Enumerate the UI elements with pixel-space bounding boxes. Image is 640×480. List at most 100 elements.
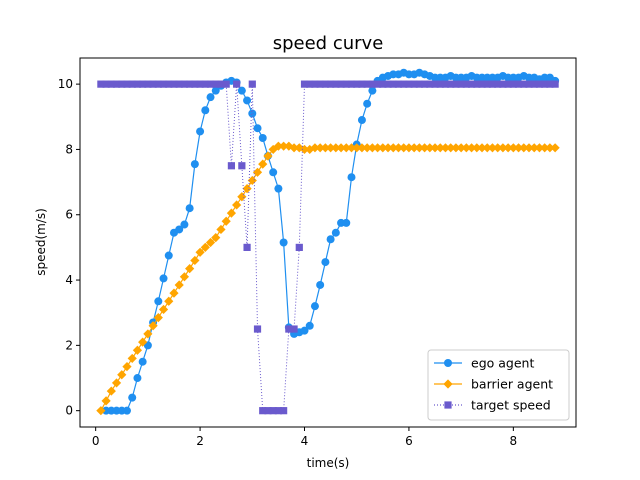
data-point [253, 325, 262, 333]
data-point [494, 80, 502, 88]
data-point [405, 80, 413, 88]
data-point [290, 325, 298, 333]
data-point [101, 396, 111, 406]
data-point [332, 80, 340, 88]
chart-title: speed curve [273, 33, 384, 54]
data-point [514, 80, 523, 88]
y-axis: 0 2 4 6 8 10 [58, 77, 80, 418]
data-point [295, 243, 303, 251]
data-point [347, 173, 356, 182]
data-point [326, 235, 335, 244]
data-point [310, 302, 319, 311]
series-target-speed [97, 80, 559, 415]
x-tick-label: 8 [510, 434, 518, 448]
data-point [180, 80, 189, 88]
data-point [159, 80, 168, 88]
data-point [342, 80, 350, 88]
data-point [311, 80, 319, 88]
data-point [508, 143, 518, 153]
data-point [316, 280, 325, 289]
data-point [258, 159, 268, 169]
data-point [394, 80, 403, 88]
y-tick-label: 4 [65, 273, 73, 287]
legend-label: barrier agent [471, 377, 553, 392]
data-point [400, 80, 408, 88]
data-point [263, 151, 273, 161]
series-barrier-agent [96, 141, 560, 416]
x-axis-label: time(s) [307, 456, 350, 470]
data-point [232, 200, 242, 210]
data-point [509, 80, 517, 88]
data-point [206, 93, 215, 102]
data-point [112, 80, 121, 88]
data-point [164, 251, 173, 260]
data-point [153, 313, 163, 323]
data-point [280, 407, 288, 415]
data-point [196, 127, 205, 136]
data-point [248, 109, 257, 118]
data-point [237, 86, 246, 95]
data-point [435, 143, 445, 153]
data-point [520, 80, 528, 88]
data-point [179, 272, 190, 282]
data-point [373, 143, 383, 153]
data-point [456, 143, 466, 153]
data-point [122, 406, 131, 415]
data-point [175, 80, 183, 88]
data-point [279, 238, 288, 247]
data-point [305, 321, 314, 330]
data-point [419, 143, 430, 153]
data-point [269, 168, 278, 177]
data-point [248, 80, 256, 88]
data-point [169, 288, 179, 298]
data-point [504, 80, 512, 88]
data-point [482, 143, 492, 153]
data-point [195, 247, 205, 257]
data-point [545, 143, 555, 153]
legend-item: target speed [434, 398, 551, 413]
data-point [132, 345, 143, 355]
legend-label: target speed [471, 398, 551, 413]
data-point [327, 80, 335, 88]
data-point [367, 143, 377, 153]
data-point [478, 80, 486, 88]
data-point [102, 80, 110, 88]
data-point [499, 80, 507, 88]
data-point [238, 162, 246, 170]
data-point [357, 143, 367, 153]
data-point [457, 80, 465, 88]
data-point [389, 80, 397, 88]
data-point [546, 80, 554, 88]
data-point [294, 143, 304, 153]
data-point [420, 80, 429, 88]
axes-frame [79, 57, 577, 428]
data-point [414, 143, 424, 153]
data-point [211, 233, 221, 243]
data-point [139, 80, 147, 88]
data-point [190, 255, 200, 266]
data-point [118, 80, 126, 88]
data-point [320, 143, 330, 153]
data-point [352, 143, 362, 153]
y-tick-label: 2 [65, 338, 73, 352]
data-point [426, 80, 434, 88]
data-point [97, 80, 105, 88]
data-point [138, 357, 147, 366]
data-point [227, 162, 236, 170]
data-point [222, 80, 230, 88]
data-point [170, 80, 178, 88]
y-tick-label: 8 [65, 142, 73, 156]
data-point [466, 143, 477, 153]
data-point [205, 237, 216, 248]
data-point [200, 242, 210, 252]
data-point [534, 143, 545, 153]
y-axis-label: speed(m/s) [34, 208, 48, 276]
data-point [159, 274, 168, 283]
data-point [336, 143, 346, 153]
data-point [158, 304, 169, 315]
data-point [258, 134, 267, 143]
data-point [331, 228, 340, 237]
data-point [149, 80, 157, 88]
data-point [337, 80, 345, 88]
legend-marker [444, 359, 452, 367]
